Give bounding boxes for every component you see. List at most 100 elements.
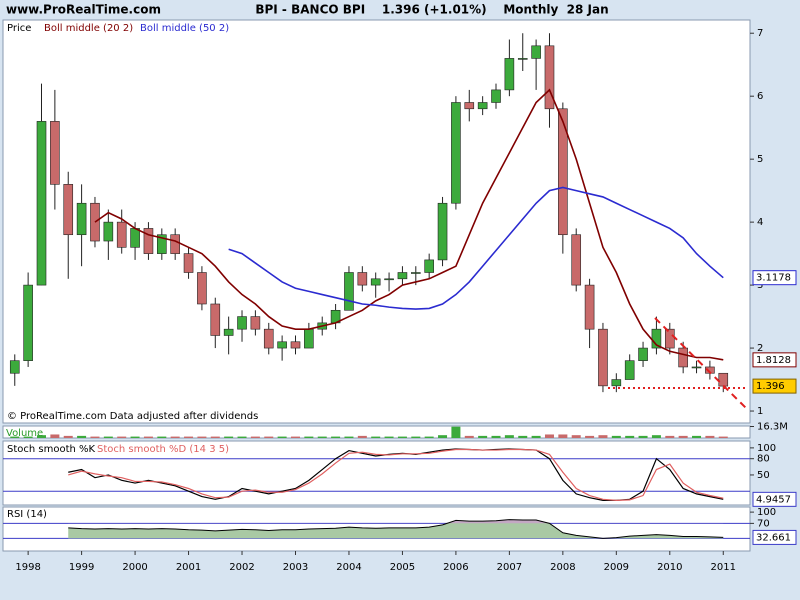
volume-bar bbox=[77, 435, 87, 438]
volume-bar bbox=[237, 436, 247, 438]
candle-body bbox=[638, 347, 648, 361]
volume-bar bbox=[491, 435, 501, 438]
candle-body bbox=[424, 259, 434, 273]
volume-bar bbox=[264, 436, 274, 438]
last-value-box bbox=[752, 378, 797, 394]
volume-bar bbox=[558, 434, 568, 438]
volume-bar bbox=[344, 436, 354, 438]
candle-body bbox=[63, 184, 74, 236]
candle-body bbox=[157, 234, 167, 254]
candle-body bbox=[477, 102, 488, 110]
volume-bar bbox=[197, 436, 207, 438]
candle-body bbox=[384, 278, 394, 281]
volume-bar bbox=[665, 435, 675, 438]
volume-bar bbox=[143, 436, 153, 438]
volume-bar bbox=[651, 435, 661, 438]
candle-body bbox=[76, 202, 87, 236]
x-tick-label: 2009 bbox=[604, 562, 629, 573]
volume-bar bbox=[317, 436, 327, 438]
x-tick-label: 2005 bbox=[390, 562, 415, 573]
last-value-label: 1.396 bbox=[756, 381, 785, 392]
y-tick-label: 80 bbox=[757, 454, 770, 465]
x-tick-label: 2007 bbox=[497, 562, 522, 573]
candle-body bbox=[116, 221, 127, 248]
volume-bar bbox=[63, 435, 73, 438]
volume-bar bbox=[571, 435, 581, 438]
x-tick-label: 2008 bbox=[550, 562, 575, 573]
y-tick-label: 5 bbox=[757, 154, 763, 165]
candle-body bbox=[103, 221, 114, 242]
rsi-line bbox=[68, 519, 724, 539]
candle-body bbox=[143, 228, 154, 254]
candle-body bbox=[9, 360, 20, 374]
volume-bar bbox=[438, 435, 448, 438]
candle-body bbox=[223, 328, 234, 336]
legend-stoch-k: Stoch smooth %K bbox=[7, 444, 96, 455]
candle-body bbox=[598, 328, 608, 387]
volume-bar bbox=[504, 435, 514, 438]
x-tick-label: 1998 bbox=[15, 562, 40, 573]
volume-bar bbox=[277, 436, 287, 438]
y-tick-label: 7 bbox=[757, 28, 763, 39]
volume-bar bbox=[638, 435, 648, 438]
legend-stoch-d: Stoch smooth %D (14 3 5) bbox=[97, 444, 229, 455]
stoch-panel bbox=[2, 440, 751, 506]
candle-body bbox=[571, 234, 582, 286]
plot-layers: 123456716.3M1008050100701.81283.11781.39… bbox=[3, 28, 797, 573]
volume-bar bbox=[250, 436, 260, 438]
volume-bar bbox=[23, 436, 33, 438]
volume-bar bbox=[331, 436, 341, 438]
legend-boll20: Boll middle (20 2) bbox=[44, 23, 133, 34]
volume-bar bbox=[210, 436, 220, 438]
indicator-line bbox=[228, 186, 724, 310]
candle-body bbox=[183, 253, 194, 273]
candle-body bbox=[491, 89, 501, 103]
rsi-over-fill bbox=[446, 519, 550, 524]
candle-body bbox=[170, 234, 180, 254]
y-tick-label: 70 bbox=[757, 518, 770, 529]
legend-rsi: RSI (14) bbox=[7, 509, 47, 520]
x-tick-label: 1999 bbox=[69, 562, 94, 573]
candle-body bbox=[36, 121, 47, 286]
candle-body bbox=[437, 202, 448, 261]
volume-bar bbox=[103, 436, 113, 438]
candle-body bbox=[624, 360, 635, 380]
volume-bar bbox=[130, 436, 140, 438]
volume-bar bbox=[451, 426, 461, 438]
volume-bar bbox=[531, 435, 541, 438]
volume-label: Volume bbox=[6, 428, 43, 439]
volume-bar bbox=[184, 436, 194, 438]
candle-body bbox=[263, 328, 274, 349]
candle-body bbox=[464, 102, 475, 110]
candle-body bbox=[237, 316, 247, 330]
y-tick-label: 50 bbox=[757, 470, 770, 481]
indicator-line bbox=[94, 88, 724, 361]
candle-body bbox=[130, 228, 140, 248]
last-value-box bbox=[752, 270, 797, 286]
volume-panel bbox=[2, 425, 751, 439]
candle-body bbox=[531, 45, 541, 59]
volume-bar bbox=[718, 436, 728, 438]
volume-bar bbox=[585, 435, 595, 438]
last-value-box bbox=[752, 352, 797, 368]
candle-body bbox=[290, 341, 301, 349]
volume-bar bbox=[397, 436, 407, 438]
volume-bar bbox=[678, 435, 688, 438]
last-value-label: 32.661 bbox=[756, 532, 791, 543]
volume-bar bbox=[598, 435, 608, 438]
volume-bar bbox=[357, 435, 367, 438]
candle-body bbox=[451, 102, 461, 204]
price-panel bbox=[2, 19, 751, 424]
last-value-box bbox=[752, 529, 797, 545]
candle-body bbox=[397, 272, 408, 280]
x-tick-label: 2006 bbox=[443, 562, 468, 573]
last-value-label: 3.1178 bbox=[756, 273, 791, 284]
candle-body bbox=[691, 366, 702, 369]
volume-bar bbox=[90, 436, 100, 438]
candle-body bbox=[558, 108, 568, 236]
chart-title: BPI - BANCO BPI 1.396 (+1.01%) Monthly 2… bbox=[255, 3, 608, 17]
candle-body bbox=[718, 372, 729, 387]
candle-body bbox=[50, 121, 60, 185]
volume-bar bbox=[170, 436, 180, 438]
